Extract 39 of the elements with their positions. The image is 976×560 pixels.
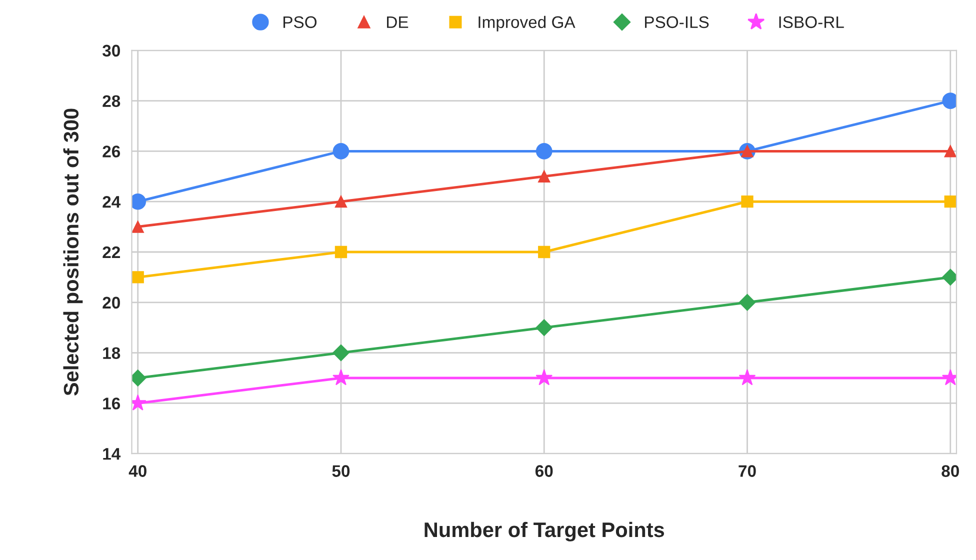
point (132, 220, 144, 233)
point (538, 170, 550, 182)
y-tick-label: 26 (102, 146, 120, 158)
point (332, 143, 350, 160)
point (741, 196, 754, 208)
legend-label: DE (387, 16, 408, 28)
point (538, 246, 550, 258)
point (332, 344, 350, 362)
x-tick-label: 60 (535, 465, 553, 477)
point (536, 143, 552, 160)
y-tick-label: 20 (102, 296, 120, 309)
y-tick-label: 30 (102, 44, 120, 57)
y-tick-label: 14 (103, 448, 121, 460)
legend-label: Improved GA (478, 16, 576, 32)
y-tick-label: 18 (103, 347, 120, 360)
point (738, 294, 756, 311)
y-tick-label: 24 (102, 196, 121, 208)
point (738, 369, 756, 386)
point (334, 246, 348, 258)
point (132, 193, 146, 210)
y-tick-label: 22 (102, 246, 120, 258)
x-axis-title: Number of Target Points (424, 522, 664, 542)
point (334, 196, 348, 208)
y-axis-title: Selected positions out of 300 (63, 108, 83, 396)
legend-label: PSO-ILS (645, 16, 709, 28)
y-tick-label: 28 (102, 95, 120, 108)
legend-label: ISBO-RL (779, 16, 844, 28)
point (332, 369, 350, 386)
x-tick-label: 40 (128, 465, 146, 477)
point (132, 271, 144, 284)
point (536, 369, 553, 386)
point (944, 196, 956, 208)
x-tick-label: 50 (332, 465, 350, 477)
x-tick-label: 70 (738, 465, 756, 477)
x-tick-label: 80 (942, 465, 959, 477)
point (944, 145, 956, 158)
point (536, 319, 552, 336)
legend-label: PSO (284, 16, 317, 28)
y-tick-label: 16 (103, 398, 120, 410)
